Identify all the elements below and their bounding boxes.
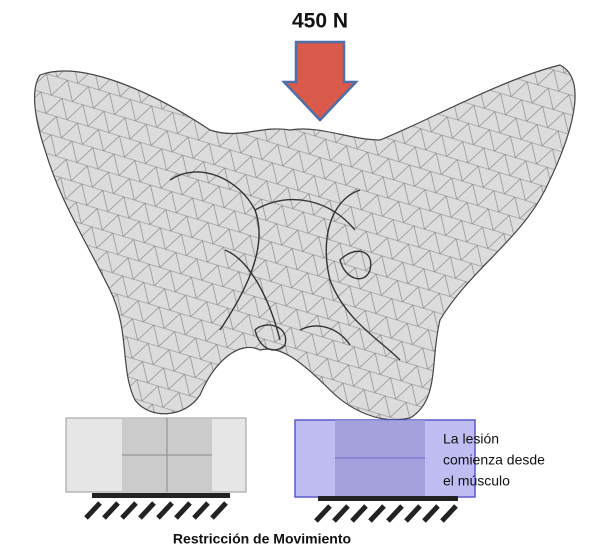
ground bbox=[92, 493, 230, 498]
force-arrow bbox=[284, 42, 356, 120]
ground bbox=[318, 496, 458, 501]
annotation-line: el músculo bbox=[443, 473, 510, 489]
pelvis-triangles bbox=[35, 65, 576, 420]
ground-hatch bbox=[86, 503, 226, 518]
ground-hatch bbox=[316, 506, 456, 521]
pelvis-mesh bbox=[35, 65, 576, 420]
diagram: 450 N La lesión comienza desde el múscul… bbox=[0, 0, 605, 550]
caption: Restricción de Movimiento bbox=[173, 531, 351, 547]
annotation-line: La lesión bbox=[443, 431, 499, 447]
load-label: 450 N bbox=[292, 10, 348, 33]
left-support bbox=[66, 418, 246, 518]
annotation-line: comienza desde bbox=[443, 452, 545, 468]
